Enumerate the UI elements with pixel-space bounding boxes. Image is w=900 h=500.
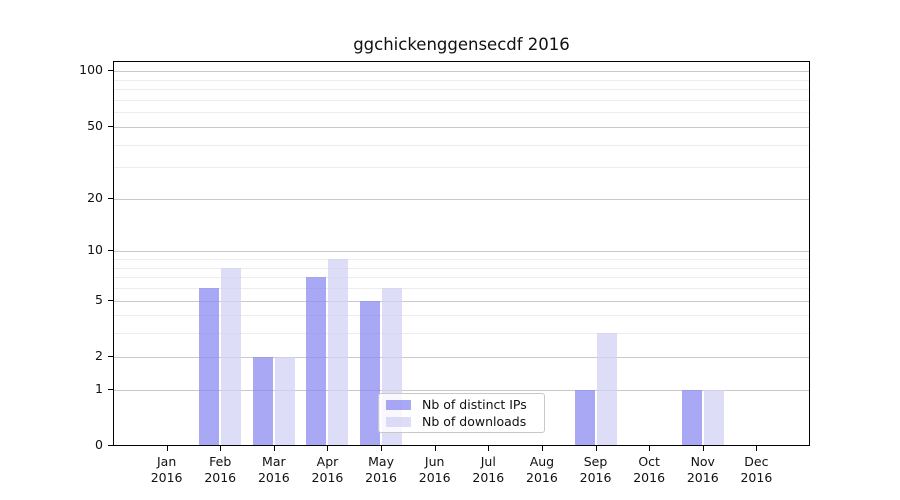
- gridline-minor: [114, 144, 809, 146]
- y-axis-tick: [108, 197, 113, 199]
- bar-downloads-mar: [274, 356, 295, 445]
- x-tick-label-apr: Apr 2016: [311, 454, 344, 485]
- y-axis-tick: [108, 299, 113, 301]
- gridline-major: [114, 251, 809, 253]
- gridline-major: [114, 198, 809, 200]
- x-tick-label-nov: Nov 2016: [686, 454, 719, 485]
- y-axis-tick: [108, 355, 113, 357]
- x-axis-tick: [649, 446, 651, 451]
- gridline-major: [114, 71, 809, 73]
- x-axis-tick: [541, 446, 543, 451]
- legend-label-downloads: Nb of downloads: [422, 413, 527, 429]
- bar-distinct-ips-nov: [681, 389, 702, 445]
- x-axis-tick: [273, 446, 275, 451]
- gridline-major: [114, 300, 809, 302]
- gridline-major: [114, 356, 809, 358]
- gridline-minor: [114, 267, 809, 269]
- bar-downloads-nov: [703, 389, 724, 445]
- y-axis-tick: [108, 250, 113, 252]
- x-axis-tick: [434, 446, 436, 451]
- gridline-minor: [114, 288, 809, 290]
- gridline-minor: [114, 112, 809, 114]
- x-axis-tick: [381, 446, 383, 451]
- x-tick-label-jul: Jul 2016: [472, 454, 505, 485]
- plot-area: [113, 61, 810, 446]
- gridline-minor: [114, 277, 809, 279]
- x-tick-label-may: May 2016: [365, 454, 397, 485]
- gridline-major: [114, 389, 809, 391]
- y-tick-label: 50: [87, 117, 103, 133]
- bar-distinct-ips-apr: [306, 277, 327, 445]
- y-tick-label: 2: [95, 347, 103, 363]
- legend-label-distinct-ips: Nb of distinct IPs: [422, 396, 527, 412]
- gridline-minor: [114, 79, 809, 81]
- x-tick-label-dec: Dec 2016: [740, 454, 773, 485]
- bar-downloads-apr: [328, 259, 349, 445]
- x-axis-tick: [488, 446, 490, 451]
- gridline-minor: [114, 315, 809, 317]
- gridline-major: [114, 126, 809, 128]
- x-tick-label-feb: Feb 2016: [204, 454, 237, 485]
- bar-distinct-ips-sep: [574, 389, 595, 445]
- bar-distinct-ips-may: [360, 300, 381, 445]
- y-axis-tick: [108, 125, 113, 127]
- gridline-minor: [114, 99, 809, 101]
- gridline-minor: [114, 259, 809, 261]
- y-tick-label: 100: [79, 62, 103, 78]
- legend-swatch-downloads: [386, 416, 411, 427]
- legend-item-distinct-ips: Nb of distinct IPs: [386, 396, 537, 412]
- y-tick-label: 1: [95, 380, 103, 396]
- gridline-minor: [114, 333, 809, 335]
- legend-swatch-distinct-ips: [386, 399, 411, 410]
- x-tick-label-sep: Sep 2016: [579, 454, 612, 485]
- bar-distinct-ips-feb: [199, 288, 220, 445]
- x-tick-label-mar: Mar 2016: [257, 454, 290, 485]
- y-tick-label: 20: [87, 189, 103, 205]
- y-tick-label: 10: [87, 242, 103, 258]
- x-axis-tick: [166, 446, 168, 451]
- x-axis-tick: [220, 446, 222, 451]
- chart-title: ggchickenggensecdf 2016: [353, 35, 570, 54]
- y-axis-tick: [108, 445, 113, 446]
- bar-downloads-feb: [221, 267, 242, 445]
- x-axis-tick: [702, 446, 704, 451]
- bar-distinct-ips-mar: [252, 356, 273, 445]
- y-axis-tick: [108, 70, 113, 72]
- bar-downloads-sep: [596, 333, 617, 445]
- legend-item-downloads: Nb of downloads: [386, 413, 537, 429]
- y-axis-tick: [108, 388, 113, 390]
- x-tick-label-oct: Oct 2016: [633, 454, 666, 485]
- legend: Nb of distinct IPs Nb of downloads: [378, 393, 545, 433]
- x-tick-label-jun: Jun 2016: [418, 454, 451, 485]
- x-axis-tick: [595, 446, 597, 451]
- gridline-minor: [114, 89, 809, 91]
- x-axis-tick: [327, 446, 329, 451]
- gridline-minor: [114, 167, 809, 169]
- y-tick-label: 0: [95, 437, 103, 452]
- x-tick-label-aug: Aug 2016: [526, 454, 558, 485]
- x-tick-label-jan: Jan 2016: [150, 454, 183, 485]
- y-tick-label: 5: [95, 291, 103, 307]
- x-axis-tick: [756, 446, 758, 451]
